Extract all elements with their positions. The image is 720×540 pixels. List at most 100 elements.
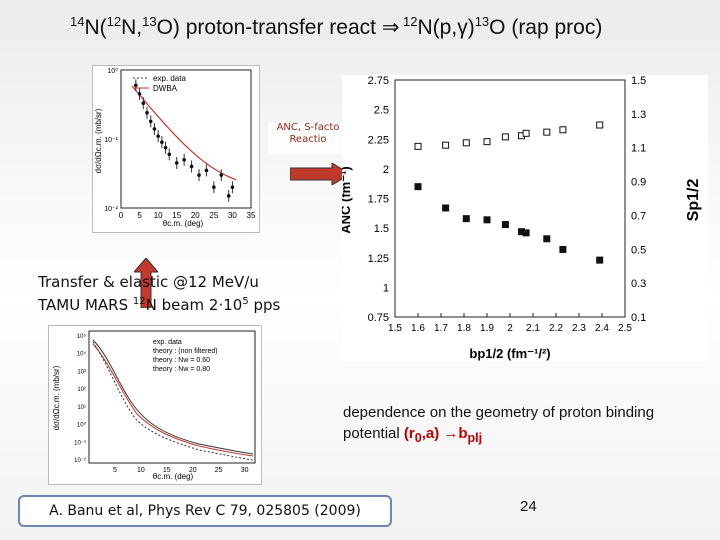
anc-x-tick: 2.2: [549, 323, 563, 334]
transfer-x-ticks: 0 5 10 15 20 25 30 35: [119, 211, 256, 220]
anc-x-tick: 2.1: [526, 323, 540, 334]
anc-left-tick: 2.5: [374, 105, 389, 117]
anc-x-tick: 1.7: [434, 323, 448, 334]
transfer-y-tick: 10⁻²: [104, 206, 118, 213]
elastic-curve-c: [92, 341, 254, 461]
anc-left-tick: 2.75: [368, 75, 389, 87]
anc-left-label: ANC (fm⁻¹): [342, 166, 353, 234]
anc-plot-frame: [394, 79, 626, 318]
anc-right-ticks: 0.1 0.3 0.5 0.7 0.9 1.1 1.3 1.5: [631, 75, 646, 324]
elastic-x-tick: 20: [189, 467, 197, 474]
anc-point: [522, 229, 530, 237]
anc-right-tick: 1.5: [631, 75, 646, 87]
legend-dwba: DWBA: [153, 84, 178, 93]
anc-x-tick: 1.5: [388, 323, 402, 334]
elastic-x-tick: 15: [163, 467, 171, 474]
elastic-plot-panel: 5 10 15 20 25 30 10⁵ 10⁴ 10³ 10² 10¹ 10⁰ 10⁻¹ 10⁻² e…: [48, 325, 262, 485]
transfer-point: [137, 92, 142, 96]
elastic-y-tick: 10¹: [77, 405, 86, 411]
elastic-legend-1: theory : (non filtered): [153, 348, 218, 355]
page-number: 24: [520, 498, 537, 515]
transfer-point: [167, 152, 172, 157]
transfer-y-ticks: 10⁰ 10⁻¹ 10⁻²: [104, 67, 118, 213]
elastic-y-tick: 10³: [77, 369, 86, 375]
legend-exp-data: exp. data: [153, 74, 186, 83]
anc-point: [442, 204, 450, 212]
transfer-plot-frame: [120, 69, 252, 209]
anc-right-tick: 1.3: [631, 109, 646, 121]
elastic-y-ticks: 10⁵ 10⁴ 10³ 10² 10¹ 10⁰ 10⁻¹ 10⁻²: [74, 333, 86, 464]
anc-points: [414, 121, 604, 264]
anc-x-ticks: 1.5 1.6 1.7 1.8 1.9 2 2.1 2.2 2.3 2.4 2.5: [388, 313, 632, 334]
anc-tag: ANC, S-facto Reactio: [268, 122, 348, 154]
transfer-point: [212, 185, 216, 190]
s-factor-point: [414, 142, 422, 150]
elastic-legend-2: theory : Nw = 0.60: [153, 357, 210, 364]
anc-x-tick: 2: [507, 323, 513, 334]
s-factor-point: [483, 138, 491, 146]
anc-left-tick: 2: [383, 164, 389, 176]
anc-x-tick: 1.6: [411, 323, 425, 334]
slide-title: 14N(12N,13O) proton-transfer react ⇒ 12N…: [70, 14, 603, 39]
anc-point: [596, 256, 604, 264]
s-factor-point: [442, 141, 450, 149]
up-arrow-icon: [134, 258, 158, 308]
anc-point: [501, 221, 509, 229]
transfer-point: [174, 161, 179, 165]
transfer-point: [204, 168, 209, 173]
transfer-y-tick: 10⁻¹: [104, 137, 118, 144]
anc-point: [559, 245, 567, 253]
anc-right-label: Sp1/2: [685, 179, 702, 222]
elastic-y-tick: 10²: [77, 387, 86, 393]
transfer-y-tick: 10⁰: [107, 67, 118, 75]
anc-x-tick: 2.4: [595, 323, 609, 334]
transfer-x-tick: 5: [137, 211, 142, 220]
transfer-x-tick: 35: [247, 211, 256, 220]
anc-right-tick: 1.1: [631, 143, 646, 155]
s-factor-point: [501, 133, 509, 141]
transfer-x-tick: 15: [172, 211, 181, 220]
geometry-note: dependence on the geometry of proton bin…: [343, 404, 655, 445]
transfer-x-tick: 25: [209, 211, 218, 220]
anc-left-tick: 1.5: [374, 223, 389, 235]
transfer-point: [197, 173, 201, 177]
anc-plot-panel: 1.5 1.6 1.7 1.8 1.9 2 2.1 2.2 2.3 2.4 2.5 0.75 1 1.2…: [338, 75, 708, 361]
transfer-point: [156, 134, 160, 138]
anc-left-ticks: 0.75 1 1.25 1.5 1.75 2 2.25 2.5 2.75: [368, 75, 389, 324]
elastic-plot-frame: [88, 330, 256, 464]
transfer-point: [145, 110, 149, 115]
transfer-point: [230, 185, 235, 190]
elastic-legend-3: theory : Nw = 0.80: [153, 366, 210, 373]
anc-plot: 1.5 1.6 1.7 1.8 1.9 2 2.1 2.2 2.3 2.4 2.5 0.75 1 1.2…: [338, 75, 702, 361]
anc-right-tick: 0.1: [631, 312, 646, 324]
anc-left-tick: 1.75: [368, 194, 389, 206]
anc-right-tick: 0.9: [631, 177, 646, 189]
anc-right-tick: 0.3: [631, 278, 646, 290]
elastic-y-label: dσ/dΩc.m. (mb/sr): [52, 365, 61, 430]
elastic-x-label: θc.m. (deg): [153, 472, 194, 481]
implies-arrow-icon: ⇒: [381, 16, 400, 39]
transfer-point: [226, 194, 231, 198]
transfer-x-tick: 30: [228, 211, 237, 220]
anc-right-tick: 0.5: [631, 244, 646, 256]
anc-point: [543, 235, 551, 243]
anc-point: [483, 216, 491, 224]
anc-right-tick: 0.7: [631, 210, 646, 222]
transfer-point: [219, 173, 224, 177]
transfer-point: [134, 83, 138, 88]
s-factor-point: [559, 126, 567, 134]
anc-left-tick: 2.25: [368, 134, 389, 146]
right-arrow-icon: [290, 163, 351, 185]
elastic-curve-b: [92, 343, 254, 457]
elastic-x-tick: 5: [113, 467, 117, 474]
elastic-y-tick: 10⁵: [77, 333, 87, 340]
transfer-point: [163, 145, 168, 150]
transfer-x-label: θc.m. (deg): [163, 219, 204, 228]
transfer-point: [189, 164, 194, 169]
anc-x-tick: 1.9: [480, 323, 494, 334]
elastic-y-tick: 10⁻¹: [74, 440, 86, 446]
transfer-plot-panel: exp. data DWBA 0 5 10 15 20 25 30 35 10⁰ 10⁻¹ 10⁻…: [92, 65, 260, 233]
elastic-x-ticks: 5 10 15 20 25 30: [113, 467, 249, 474]
elastic-y-tick: 10⁰: [77, 422, 87, 429]
elastic-curve-a: [92, 339, 254, 455]
